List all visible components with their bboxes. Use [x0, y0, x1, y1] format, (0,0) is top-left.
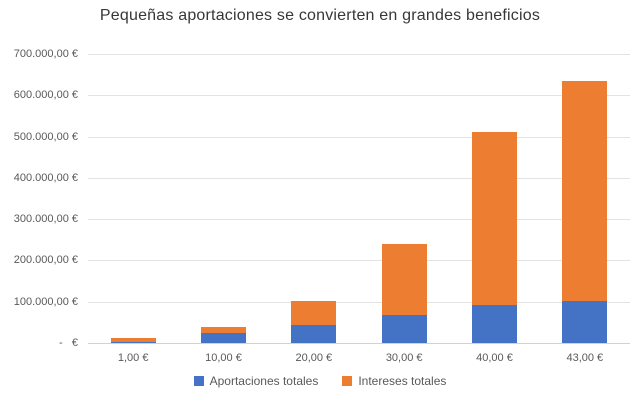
- x-axis-tick-label: 20,00 €: [295, 352, 333, 364]
- legend-label-aportaciones: Aportaciones totales: [209, 374, 319, 388]
- bar-segment-aportaciones: [110, 342, 156, 343]
- gridline: [88, 136, 630, 138]
- x-axis-tick-label: 10,00 €: [205, 352, 242, 364]
- x-axis: 1,00 € 10,00 € 20,00 € 30,00 € 40,00 € 43,00 …: [88, 352, 630, 366]
- legend-swatch-intereses-icon: [342, 376, 353, 386]
- bar-segment-intereses: [472, 132, 517, 306]
- y-axis-tick-label: 100.000,00 €: [13, 295, 78, 308]
- x-axis-tick-label: 30,00 €: [385, 352, 423, 364]
- bar-1: [110, 54, 156, 343]
- y-axis-tick-label: 700.000,00 €: [13, 48, 78, 60]
- bar-5: [472, 54, 517, 343]
- legend-item-intereses: Intereses totales: [342, 374, 446, 388]
- x-axis-tick-label: 43,00 €: [566, 352, 604, 364]
- bar-segment-intereses: [562, 81, 608, 301]
- bar-segment-intereses: [201, 326, 246, 334]
- bar-segment-aportaciones: [472, 305, 517, 343]
- bar-6: [562, 54, 608, 343]
- y-axis-tick-label: 300.000,00 €: [13, 213, 78, 226]
- y-axis-tick-label: 400.000,00 €: [13, 171, 78, 184]
- plot-area: [88, 54, 630, 344]
- y-axis-tick-label: - €: [59, 337, 78, 349]
- gridline: [88, 301, 630, 303]
- gridline: [88, 177, 630, 179]
- x-axis-tick-label: 1,00 €: [117, 352, 149, 364]
- bar-segment-aportaciones: [381, 315, 427, 343]
- legend-item-aportaciones: Aportaciones totales: [193, 374, 319, 388]
- bar-segment-aportaciones: [201, 333, 246, 343]
- gridline: [88, 219, 630, 221]
- legend-swatch-aportaciones-icon: [193, 376, 204, 386]
- bar-segment-aportaciones: [562, 300, 608, 343]
- chart-title: Pequeñas aportaciones se convierten en g…: [99, 7, 541, 24]
- bar-2: [201, 54, 246, 343]
- legend-label-intereses: Intereses totales: [358, 374, 447, 388]
- y-axis-tick-label: 200.000,00 €: [13, 254, 78, 267]
- bar-3: [291, 54, 337, 343]
- y-axis-tick-label: 600.000,00 €: [13, 89, 78, 102]
- bar-4: [381, 54, 427, 343]
- gridline: [88, 260, 630, 262]
- x-axis-tick-label: 40,00 €: [476, 352, 513, 364]
- bar-segment-intereses: [291, 300, 337, 325]
- bar-segment-aportaciones: [291, 324, 337, 343]
- y-axis: 700.000,00 € 600.000,00 € 500.000,00 € 400.…: [0, 48, 78, 349]
- bar-segment-intereses: [110, 338, 156, 343]
- bar-segment-intereses: [381, 243, 427, 316]
- legend: Aportaciones totales Intereses totales: [0, 374, 640, 388]
- gridline: [88, 54, 630, 55]
- y-axis-tick-label: 500.000,00 €: [13, 130, 78, 143]
- gridline: [88, 95, 630, 97]
